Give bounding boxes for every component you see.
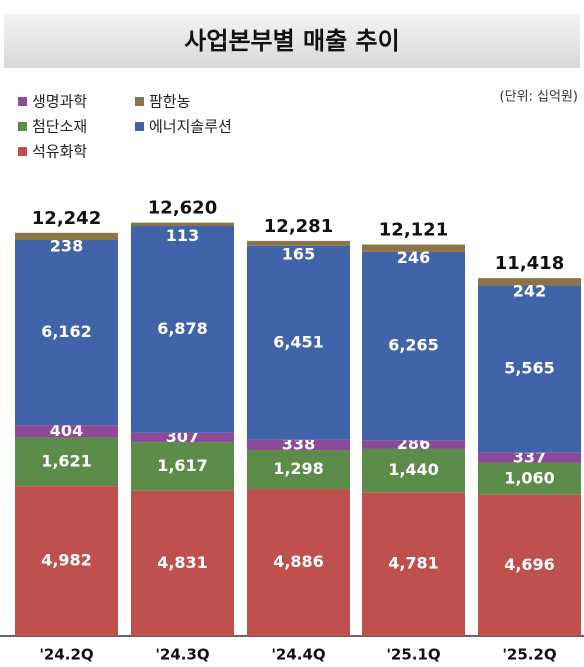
bar-segment <box>15 239 118 426</box>
value-label: 1,621 <box>41 451 92 470</box>
legend-swatch <box>18 97 27 106</box>
legend-label: 석유화학 <box>32 143 87 161</box>
unit-note: (단위: 십억원) <box>500 90 578 105</box>
value-label: 4,781 <box>388 554 439 573</box>
value-label: 5,565 <box>504 359 555 378</box>
bar-segment <box>15 425 118 438</box>
bar-segment <box>362 244 465 252</box>
bar-segment <box>478 462 581 495</box>
value-label: 4,696 <box>504 555 555 574</box>
value-label: 165 <box>282 244 315 263</box>
x-tick-label: '25.2Q <box>502 646 556 664</box>
legend-label: 에너지솔루션 <box>149 118 232 136</box>
value-label: 238 <box>50 236 83 255</box>
legend-label: 생명과학 <box>32 93 87 111</box>
value-label: 4,831 <box>157 553 208 572</box>
value-label: 1,617 <box>157 456 208 475</box>
legend-swatch <box>135 97 144 106</box>
value-label: 6,265 <box>388 336 439 355</box>
legend-swatch <box>18 122 27 131</box>
bar-segment <box>247 245 350 440</box>
value-label: 6,878 <box>157 319 208 338</box>
bar-segment <box>247 439 350 451</box>
x-tick-label: '25.1Q <box>386 646 440 664</box>
value-label: 6,451 <box>273 332 324 351</box>
bar-segment <box>247 240 350 246</box>
total-label: 11,418 <box>495 253 564 274</box>
bar-segment <box>362 440 465 449</box>
chart-title: 사업본부별 매출 추이 <box>184 27 399 55</box>
bar-segment <box>362 448 465 493</box>
bar-segment <box>15 437 118 487</box>
x-tick-label: '24.4Q <box>271 646 325 664</box>
value-label: 1,440 <box>388 460 439 479</box>
value-label: 4,982 <box>41 551 92 570</box>
legend-label: 팜한농 <box>149 93 191 111</box>
value-label: 242 <box>513 282 546 301</box>
bar-segment <box>478 452 581 463</box>
bar-segment <box>15 232 118 240</box>
bar-segment <box>247 450 350 490</box>
x-tick-label: '24.2Q <box>39 646 93 664</box>
value-label: 1,298 <box>273 459 324 478</box>
bar-segment <box>131 226 234 433</box>
title-box <box>4 14 580 68</box>
bar-segment <box>478 494 581 636</box>
bar-segment <box>131 432 234 443</box>
value-label: 1,060 <box>504 468 555 487</box>
total-label: 12,281 <box>264 216 333 237</box>
bar-segment <box>131 222 234 227</box>
bar-segment <box>131 442 234 491</box>
x-tick-label: '24.3Q <box>155 646 209 664</box>
total-label: 12,121 <box>379 220 448 241</box>
bar-segment <box>247 489 350 636</box>
value-label: 113 <box>166 226 199 245</box>
legend-swatch <box>18 147 27 156</box>
bar-segment <box>131 490 234 636</box>
bar-segment <box>478 285 581 453</box>
bar-segment <box>362 251 465 441</box>
bar-segment <box>15 486 118 636</box>
total-label: 12,242 <box>32 208 101 229</box>
total-label: 12,620 <box>148 198 217 219</box>
value-label: 4,886 <box>273 552 324 571</box>
bar-segment <box>478 278 581 286</box>
value-label: 404 <box>50 421 83 440</box>
legend-label: 첨단소재 <box>32 118 87 136</box>
value-label: 6,162 <box>41 322 92 341</box>
legend-swatch <box>135 122 144 131</box>
bar-segment <box>362 492 465 636</box>
value-label: 246 <box>397 248 430 267</box>
